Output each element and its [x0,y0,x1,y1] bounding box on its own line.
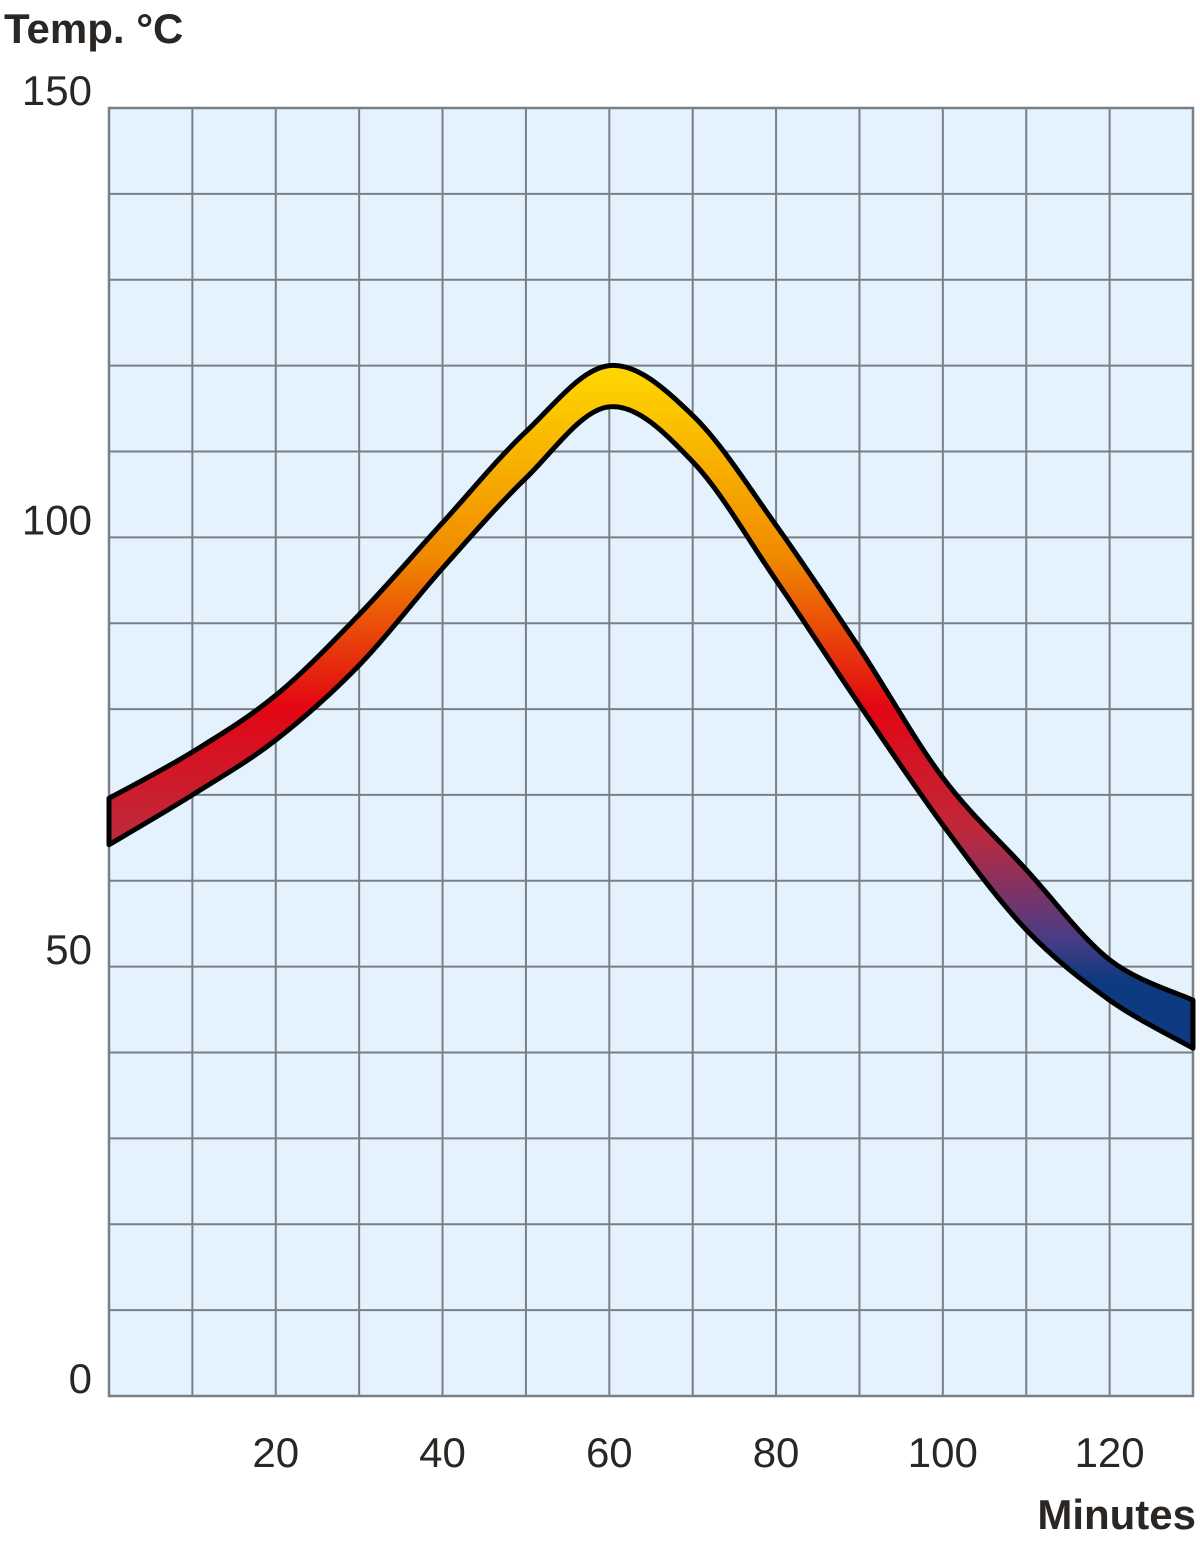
x-tick-label: 100 [908,1429,978,1476]
x-tick-label: 20 [252,1429,299,1476]
y-axis-title: Temp. °C [4,5,183,52]
y-tick-label: 0 [69,1355,92,1402]
x-tick-label: 80 [753,1429,800,1476]
y-tick-label: 150 [22,67,92,114]
y-tick-label: 100 [22,496,92,543]
x-axis-title: Minutes [1037,1491,1196,1538]
y-tick-label: 50 [45,926,92,973]
x-tick-label: 120 [1075,1429,1145,1476]
temperature-band [106,363,1196,1051]
x-tick-label: 60 [586,1429,633,1476]
plot-frame [107,106,1195,1398]
plot-background [109,108,1193,1396]
x-tick-label: 40 [419,1429,466,1476]
